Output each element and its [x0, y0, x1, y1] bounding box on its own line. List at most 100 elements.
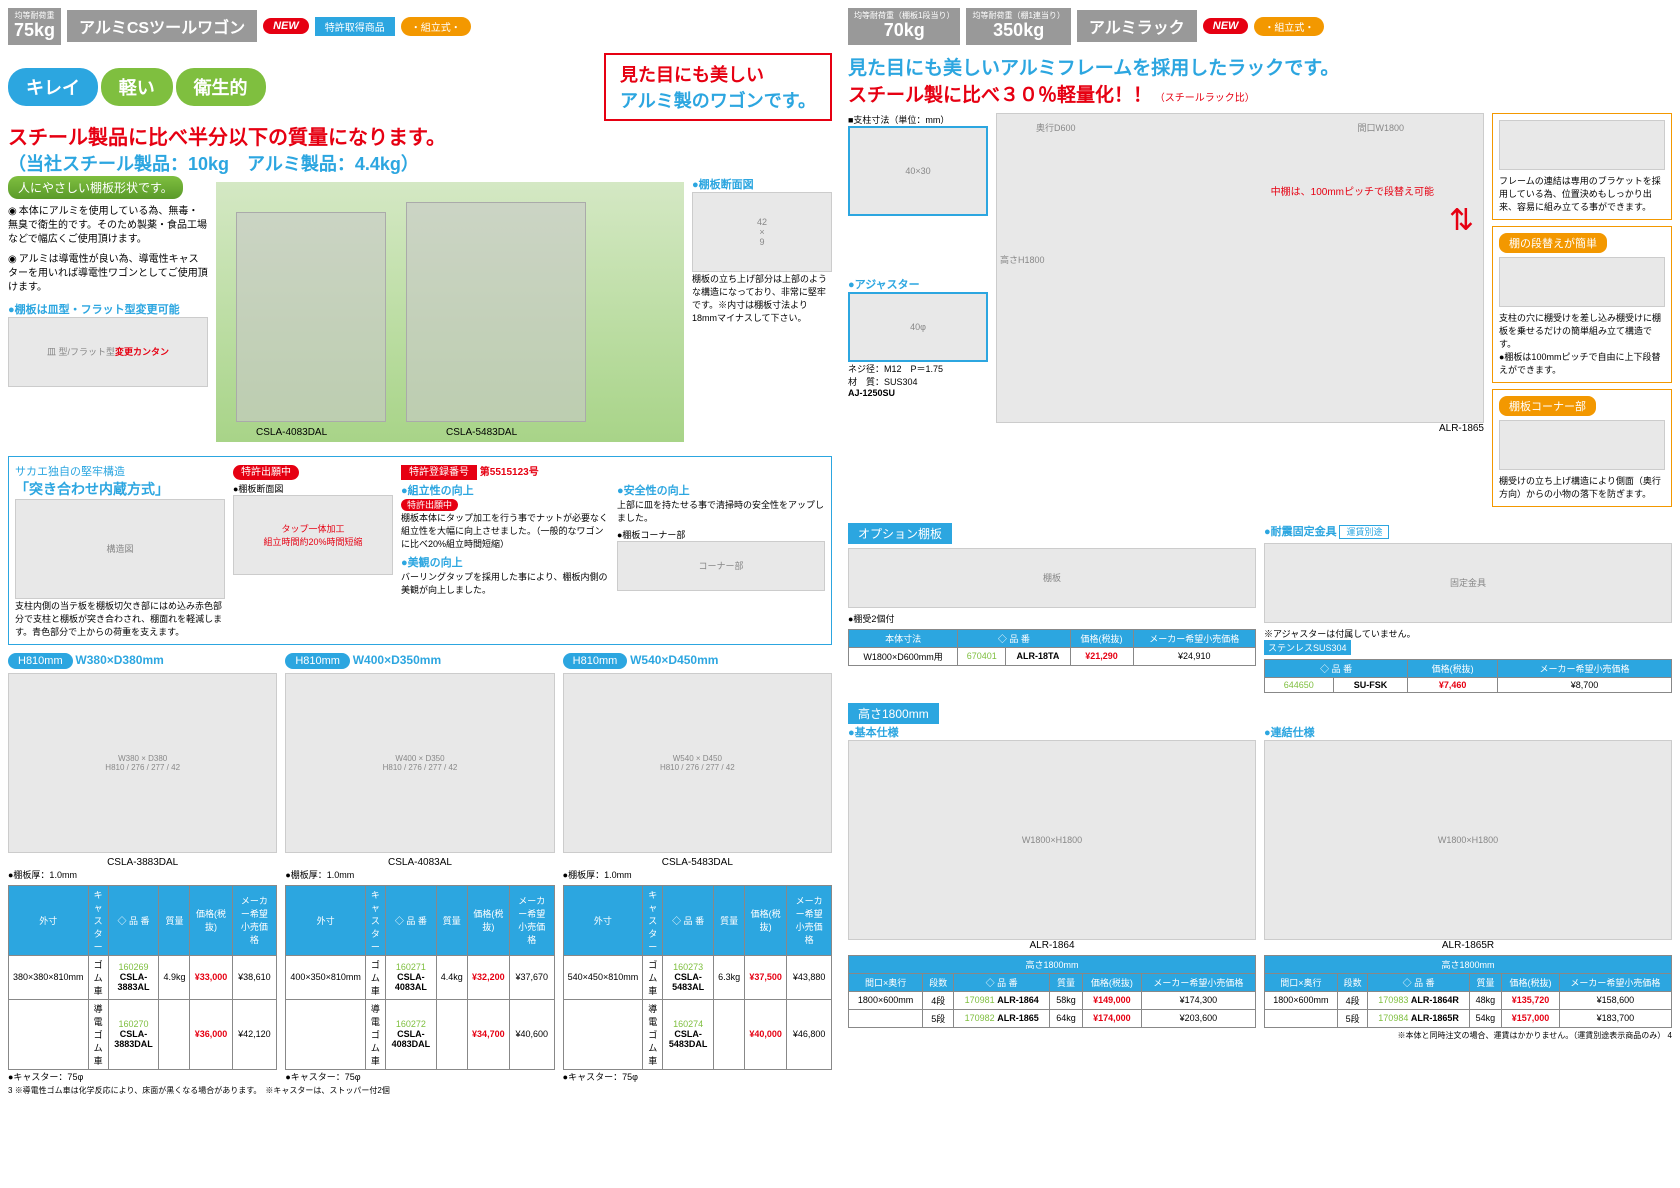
pillar-diagram: 40×30: [848, 126, 988, 216]
info-box: フレームの連結は専用のブラケットを採用している為、位置決めもしっかり出来、容易に…: [1492, 113, 1672, 220]
info-title: 棚板コーナー部: [1499, 396, 1596, 416]
adjuster-diagram: 40φ: [848, 292, 988, 362]
wagon-diagram: W400 × D350 H810 / 276 / 277 / 42: [285, 673, 554, 853]
patent-number: 第5515123号: [480, 467, 539, 478]
wagon-image-1: [236, 212, 386, 422]
product-title: アルミCSツールワゴン: [67, 10, 257, 42]
height-badge: H810mm: [285, 653, 350, 669]
model-label-2: CSLA-5483DAL: [446, 427, 517, 438]
pill-hygienic: 衛生的: [176, 68, 266, 106]
wagon-image-2: [406, 202, 586, 422]
load-value: 75kg: [14, 20, 55, 40]
link-rack-diagram: W1800 × H1800: [1264, 740, 1672, 940]
product-title: アルミラック: [1077, 10, 1197, 42]
height-badge: H810mm: [8, 653, 73, 669]
link-model: ALR-1865R: [1264, 940, 1672, 951]
shelf-type-diagram: 皿 型 / フラット型 変更カンタン: [8, 317, 208, 387]
new-badge: NEW: [263, 18, 309, 34]
pitch-note: 中棚は、100mmピッチで段替え可能: [1271, 183, 1434, 198]
catch-line-1: 見た目にも美しい: [620, 61, 816, 87]
load-badge-1: 均等耐荷重（棚板1段当り） 70kg: [848, 8, 960, 45]
wagon-diagram: W380 × D380 H810 / 276 / 277 / 42: [8, 673, 277, 853]
patent-badge: 特許取得商品: [315, 17, 395, 36]
catch-box: 見た目にも美しい アルミ製のワゴンです。: [604, 53, 832, 121]
headline-red: スチール製品に比べ半分以下の質量になります。: [8, 121, 832, 150]
pill-clean: キレイ: [8, 68, 98, 106]
corner-label: ●棚板コーナー部: [617, 528, 825, 541]
dimension-text: W380×D380mm: [75, 653, 163, 667]
green-label: 人にやさしい棚板形状です。: [8, 176, 183, 199]
structure-title: サカエ独自の堅牢構造: [15, 463, 225, 479]
improve-2-title: ●美観の向上: [401, 554, 609, 570]
pillar-label: ■支柱寸法（単位：mm）: [848, 113, 988, 126]
feature-pills: キレイ 軽い 衛生的: [8, 68, 266, 106]
spec-column: H810mm W380×D380mm W380 × D380 H810 / 27…: [8, 653, 277, 1083]
rack-tables: 高さ1800mm 間口×奥行段数◇ 品 番質量価格(税抜)メーカー希望小売価格 …: [848, 951, 1672, 1028]
shelf-thickness: ●棚板厚：1.0mm: [8, 868, 277, 881]
rack-table-col: 高さ1800mm 間口×奥行段数◇ 品 番質量価格(税抜)メーカー希望小売価格 …: [848, 951, 1256, 1028]
seismic-note: ※アジャスターは付属していません。: [1264, 627, 1672, 640]
shelf-thickness: ●棚板厚：1.0mm: [563, 868, 832, 881]
seismic-ship: 運賃別途: [1339, 525, 1389, 539]
assembly-badge: ・組立式・: [401, 17, 471, 36]
patent-app-badge: 特許出願中: [233, 465, 299, 480]
right-footnote: ※本体と同時注文の場合、運賃はかかりません。（運賃別途表示商品のみ） 4: [848, 1030, 1672, 1041]
basic-label: ●基本仕様: [848, 724, 1256, 740]
dimension-text: W400×D350mm: [353, 653, 441, 667]
spec-model: CSLA-4083AL: [285, 857, 554, 868]
cross-section-note: 棚板の立ち上げ部分は上部のような構造になっており、非常に堅牢です。※内寸は棚板寸…: [692, 272, 832, 324]
wagon-diagram: W540 × D450 H810 / 276 / 277 / 42: [563, 673, 832, 853]
spec-table: 外寸キャスター◇ 品 番質量価格(税抜)メーカー希望小売価格 400×350×8…: [285, 885, 554, 1070]
adjuster-label: ●アジャスター: [848, 276, 988, 292]
tap-diagram: タップ一体加工 組立時間約20%時間短縮: [233, 495, 393, 575]
structure-note: 支柱内側の当テ板を棚板切欠き部にはめ込み赤色部分で支柱と棚板が突き合わされ、棚面…: [15, 599, 225, 638]
spec-column: H810mm W400×D350mm W400 × D350 H810 / 27…: [285, 653, 554, 1083]
headline-blue: （当社スチール製品：10kg アルミ製品：4.4kg）: [8, 150, 832, 176]
main-product-image: CSLA-4083DAL CSLA-5483DAL: [216, 182, 684, 442]
improve-3-title: ●安全性の向上: [617, 482, 825, 498]
info-image: [1499, 120, 1665, 170]
info-column: フレームの連結は専用のブラケットを採用している為、位置決めもしっかり出来、容易に…: [1492, 113, 1672, 513]
spec-model: CSLA-3883DAL: [8, 857, 277, 868]
rack-spec-table: 高さ1800mm 間口×奥行段数◇ 品 番質量価格(税抜)メーカー希望小売価格 …: [848, 955, 1256, 1028]
height-badge: H810mm: [563, 653, 628, 669]
shelf-thickness: ●棚板厚：1.0mm: [285, 868, 554, 881]
bullet-2: アルミは導電性が良い為、導電性キャスターを用いれば導電性ワゴンとしてご使用頂けま…: [8, 253, 208, 295]
patent-reg-label: 特許登録番号: [401, 465, 477, 480]
option-note: ●棚受2個付: [848, 612, 1256, 625]
improve-3-text: 上部に皿を持たせる事で清掃時の安全性をアップしました。: [617, 498, 825, 524]
basic-model: ALR-1864: [848, 940, 1256, 951]
pill-light: 軽い: [101, 68, 173, 106]
catch-line-2: アルミ製のワゴンです。: [620, 87, 816, 113]
seismic-title: ●耐震固定金具: [1264, 526, 1337, 538]
rack-table-col: 高さ1800mm 間口×奥行段数◇ 品 番質量価格(税抜)メーカー希望小売価格 …: [1264, 951, 1672, 1028]
adjuster-model: AJ-1250SU: [848, 388, 988, 398]
left-footnote: 3 ※導電性ゴム車は化学反応により、床面が黒くなる場合があります。 ※キャスター…: [8, 1085, 832, 1096]
adjuster-spec-1: ネジ径：M12 P＝1.75: [848, 362, 988, 375]
info-text: フレームの連結は専用のブラケットを採用している為、位置決めもしっかり出来、容易に…: [1499, 174, 1665, 213]
improve-2-text: バーリングタップを採用した事により、棚板内側の美観が向上しました。: [401, 570, 609, 596]
rack-spec-table: 高さ1800mm 間口×奥行段数◇ 品 番質量価格(税抜)メーカー希望小売価格 …: [1264, 955, 1672, 1028]
right-headline-blue: 見た目にも美しいアルミフレームを採用したラックです。: [848, 53, 1672, 80]
right-page: 均等耐荷重（棚板1段当り） 70kg 均等耐荷重（棚1連当り） 350kg アル…: [840, 0, 1680, 1104]
info-image: [1499, 420, 1665, 470]
left-page: 均等耐荷重 75kg アルミCSツールワゴン NEW 特許取得商品 ・組立式・ …: [0, 0, 840, 1104]
arrow-icon: ⇅: [1449, 203, 1474, 238]
spec-model: CSLA-5483DAL: [563, 857, 832, 868]
info-text: 支柱の穴に棚受けを差し込み棚受けに棚板を乗せるだけの簡単組み立て構造です。●棚板…: [1499, 311, 1665, 376]
seismic-diagram: 固定金具: [1264, 543, 1672, 623]
assembly-badge: ・組立式・: [1254, 17, 1324, 36]
improve-1-title: ●組立性の向上: [401, 482, 609, 498]
option-table: 本体寸法◇ 品 番価格(税抜)メーカー希望小売価格 W1800×D600mm用 …: [848, 629, 1256, 666]
corner-image: コーナー部: [617, 541, 825, 591]
rack-model: ALR-1865: [996, 423, 1484, 434]
seismic-table: ◇ 品 番価格(税抜)メーカー希望小売価格 644650 SU-FSK ¥7,4…: [1264, 659, 1672, 693]
structure-diagram: 構造図: [15, 499, 225, 599]
spec-column: H810mm W540×D450mm W540 × D450 H810 / 27…: [563, 653, 832, 1083]
info-box: 棚の段替えが簡単 支柱の穴に棚受けを差し込み棚受けに棚板を乗せるだけの簡単組み立…: [1492, 226, 1672, 383]
cross-section-diagram: 42 × 9: [692, 192, 832, 272]
shelf-change-title: ●棚板は皿型・フラット型変更可能: [8, 301, 208, 317]
cross-section-title: ●棚板断面図: [692, 176, 832, 192]
info-image: [1499, 257, 1665, 307]
adjuster-spec-2: 材 質：SUS304: [848, 375, 988, 388]
